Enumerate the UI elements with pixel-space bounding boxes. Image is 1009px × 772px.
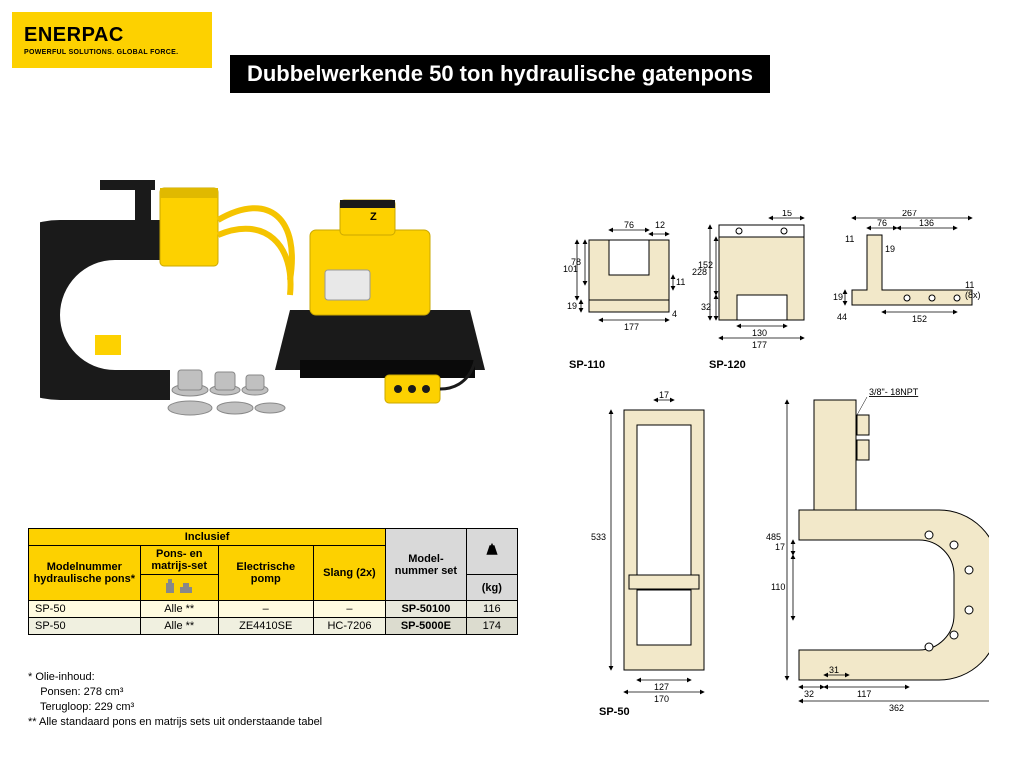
drawing-label-sp110: SP-110 <box>569 359 605 371</box>
svg-text:130: 130 <box>752 328 767 338</box>
svg-text:267: 267 <box>902 210 917 218</box>
svg-text:117: 117 <box>857 689 871 699</box>
svg-text:11: 11 <box>965 280 974 290</box>
svg-text:19: 19 <box>833 292 843 302</box>
hdr-weight-icon <box>466 529 517 575</box>
svg-text:4: 4 <box>672 309 677 319</box>
svg-text:12: 12 <box>655 220 665 230</box>
svg-text:177: 177 <box>624 322 639 332</box>
hdr-model-pons: Modelnummer hydraulische pons* <box>29 546 141 601</box>
svg-text:(8x): (8x) <box>965 290 981 300</box>
brand-name: ENERPAC <box>24 24 200 47</box>
svg-text:76: 76 <box>624 220 634 230</box>
hdr-inclusief: Inclusief <box>29 529 386 546</box>
hdr-weight-unit: (kg) <box>466 575 517 601</box>
svg-text:15: 15 <box>782 210 792 218</box>
hdr-slang: Slang (2x) <box>313 546 386 601</box>
hdr-pomp: Electrische pomp <box>218 546 313 601</box>
svg-text:17: 17 <box>775 542 785 552</box>
page-title: Dubbelwerkende 50 ton hydraulische gaten… <box>230 55 770 93</box>
footnote-line: * Olie-inhoud: <box>28 670 322 685</box>
svg-text:362: 362 <box>889 703 904 713</box>
hdr-model-set: Model-nummer set <box>386 529 466 601</box>
svg-text:19: 19 <box>567 301 577 311</box>
svg-text:32: 32 <box>701 302 711 312</box>
svg-text:11: 11 <box>676 277 685 287</box>
svg-text:152: 152 <box>698 260 713 270</box>
svg-text:78: 78 <box>571 257 581 267</box>
footnote-line: ** Alle standaard pons en matrijs sets u… <box>28 715 322 730</box>
svg-text:17: 17 <box>659 390 669 400</box>
footnotes: * Olie-inhoud: Ponsen: 278 cm³ Terugloop… <box>28 670 322 729</box>
svg-text:19: 19 <box>885 244 895 254</box>
svg-text:44: 44 <box>837 312 847 322</box>
svg-text:32: 32 <box>804 689 814 699</box>
svg-text:152: 152 <box>912 314 927 324</box>
svg-text:485: 485 <box>766 532 781 542</box>
svg-text:177: 177 <box>752 340 767 350</box>
table-row: SP-50 Alle ** – – SP-50100 116 <box>29 601 518 618</box>
hdr-matrijs-icon <box>140 575 218 601</box>
brand-tagline: POWERFUL SOLUTIONS. GLOBAL FORCE. <box>24 49 200 56</box>
svg-text:76: 76 <box>877 218 887 228</box>
drawing-label-sp120: SP-120 <box>709 359 746 371</box>
drawing-label-sp50: SP-50 <box>599 706 630 718</box>
brand-logo: ENERPAC POWERFUL SOLUTIONS. GLOBAL FORCE… <box>12 12 212 68</box>
hdr-pons-matrijs: Pons- en matrijs-set <box>140 546 218 575</box>
footnote-line: Ponsen: 278 cm³ <box>28 685 322 700</box>
table-row: SP-50 Alle ** ZE4410SE HC-7206 SP-5000E … <box>29 618 518 635</box>
svg-text:3/8"- 18NPT: 3/8"- 18NPT <box>869 387 919 397</box>
svg-text:Z: Z <box>370 211 377 223</box>
svg-text:533: 533 <box>591 532 606 542</box>
svg-text:31: 31 <box>829 665 839 675</box>
spec-table: Inclusief Model-nummer set Modelnummer h… <box>28 528 518 635</box>
svg-text:170: 170 <box>654 694 669 704</box>
product-photo: Z <box>40 160 500 420</box>
svg-text:11: 11 <box>845 234 854 244</box>
svg-text:127: 127 <box>654 682 669 692</box>
technical-drawings: .dim { stroke:#000; stroke-width:0.8; ma… <box>559 210 989 720</box>
footnote-line: Terugloop: 229 cm³ <box>28 700 322 715</box>
svg-text:110: 110 <box>771 582 785 592</box>
svg-text:136: 136 <box>919 218 934 228</box>
